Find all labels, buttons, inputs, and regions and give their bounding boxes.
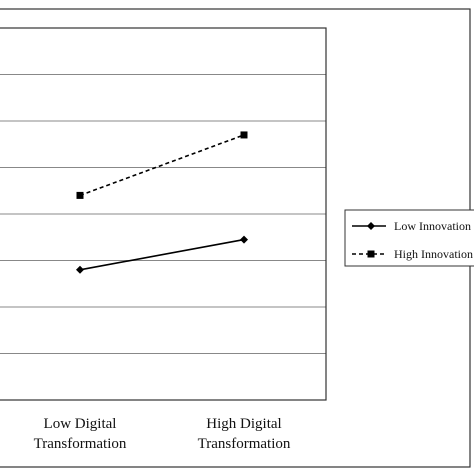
legend-label: High Innovation (394, 247, 473, 261)
series-line (79, 134, 245, 197)
legend-box (344, 209, 474, 267)
legend-label: Low Innovation (394, 219, 471, 233)
series-1 (76, 235, 248, 274)
legend-item: Low Innovation (352, 219, 471, 233)
plot-frame (0, 27, 327, 401)
legend-marker-diamond (367, 222, 375, 230)
series-layer (76, 131, 248, 274)
x-axis: Low Digital Transformation High Digital Tra… (34, 416, 291, 452)
x-tick-label: High Digital Transformation (198, 416, 291, 452)
data-point-diamond (76, 265, 84, 274)
series-line (79, 238, 245, 271)
legend-item: High Innovation (352, 247, 473, 261)
data-point-square (240, 131, 248, 139)
data-point-diamond (240, 235, 248, 244)
series-2 (76, 131, 248, 199)
plot-area (0, 27, 327, 401)
data-point-square (76, 191, 84, 199)
legend-marker-square (367, 250, 375, 258)
x-tick-label: Low Digital Transformation (34, 416, 127, 452)
legend: Low Innovation High Innovation (344, 209, 474, 267)
